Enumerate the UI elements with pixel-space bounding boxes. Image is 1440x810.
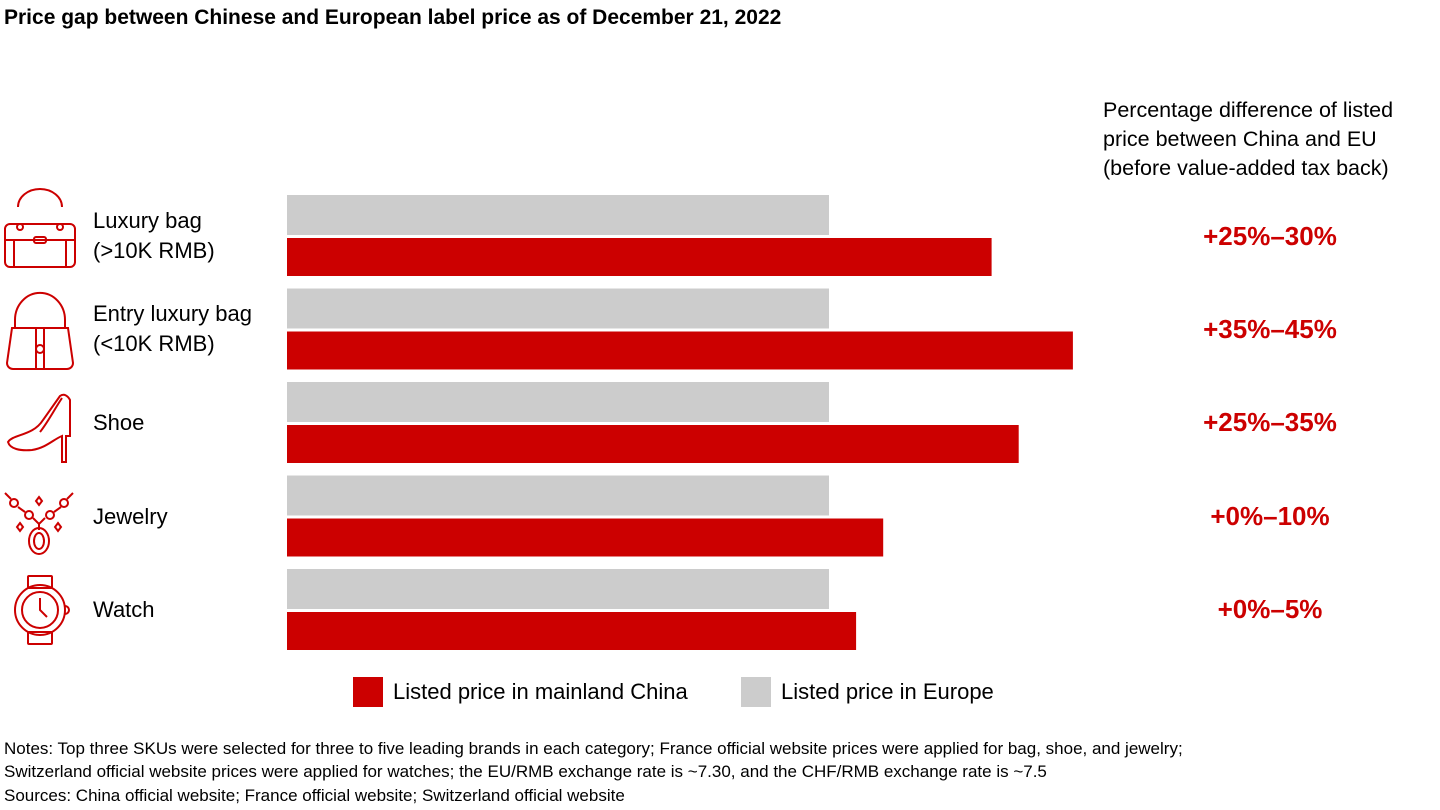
data-label: +0%–5% (1217, 594, 1323, 624)
right-header-line: price between China and EU (1103, 127, 1377, 151)
right-header-line: Percentage difference of listed (1103, 98, 1394, 122)
bar-china (287, 238, 992, 276)
necklace-icon (4, 492, 74, 555)
category-label: Shoe (93, 410, 145, 435)
category-line: (>10K RMB) (93, 238, 215, 263)
category-label: Jewelry (93, 504, 168, 529)
handbag-icon (4, 188, 76, 268)
data-label: +35%–45% (1203, 314, 1337, 344)
sources-line: Sources: China official website; France … (4, 786, 625, 805)
data-label: +25%–30% (1203, 221, 1337, 251)
bar-china (287, 425, 1019, 463)
category-line: Luxury bag (93, 208, 202, 233)
watch-icon (14, 575, 70, 645)
data-label: +0%–10% (1210, 501, 1330, 531)
legend-swatch-europe (741, 677, 771, 707)
right-column-header: Percentage difference of listed price be… (1103, 96, 1393, 183)
high-heel-icon (6, 393, 71, 463)
category-label: Luxury bag (>10K RMB) (93, 206, 215, 266)
bar-china (287, 331, 1073, 370)
chart-title: Price gap between Chinese and European l… (4, 6, 782, 29)
purse-icon (5, 291, 75, 370)
bar-europe (287, 475, 829, 516)
legend-swatch-china (353, 677, 383, 707)
legend-label-europe: Listed price in Europe (781, 679, 994, 704)
bar-europe (287, 195, 829, 235)
category-line: (<10K RMB) (93, 331, 215, 356)
bar-china (287, 612, 857, 650)
bar-europe (287, 569, 829, 609)
bar-europe (287, 288, 829, 329)
right-header-line: (before value-added tax back) (1103, 156, 1389, 180)
notes-line: Switzerland official website prices were… (4, 762, 1047, 781)
legend-label-china: Listed price in mainland China (393, 679, 688, 704)
bar-europe (287, 382, 829, 422)
notes-line: Notes: Top three SKUs were selected for … (4, 739, 1183, 758)
category-label: Watch (93, 597, 155, 622)
bar-china (287, 518, 884, 557)
category-label: Entry luxury bag (<10K RMB) (93, 299, 252, 359)
category-line: Entry luxury bag (93, 301, 252, 326)
data-label: +25%–35% (1203, 407, 1337, 437)
